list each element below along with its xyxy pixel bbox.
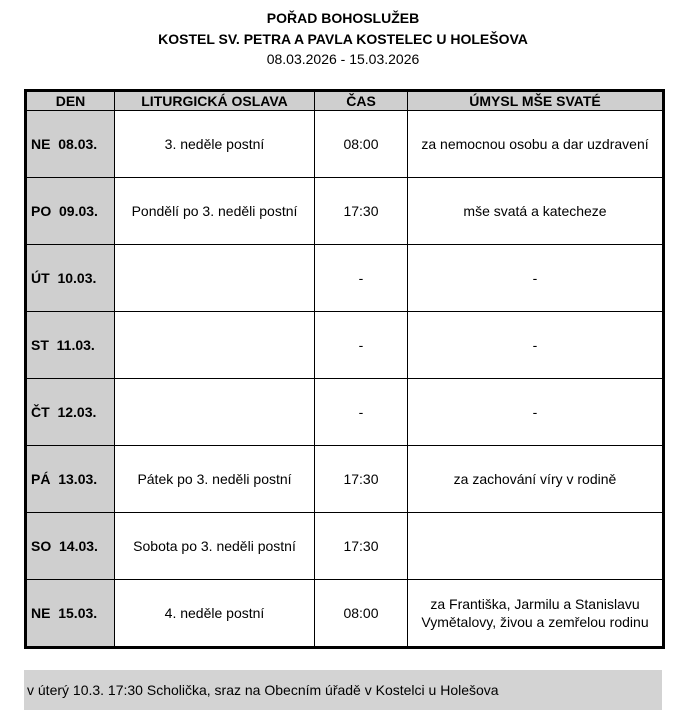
day-cell: ČT 12.03.: [25, 378, 115, 446]
celebration-cell: 4. neděle postní: [114, 579, 315, 648]
column-header-intention: ÚMYSL MŠE SVATÉ: [407, 90, 664, 111]
column-header-day: DEN: [25, 90, 115, 111]
footer-note: v úterý 10.3. 17:30 Scholička, sraz na O…: [24, 670, 662, 710]
intention-cell: za Františka, Jarmilu a Stanislavu Vymět…: [407, 579, 664, 648]
table-row: ÚT 10.03. - -: [25, 244, 664, 312]
time-cell: 17:30: [314, 177, 408, 245]
column-header-time: ČAS: [314, 90, 408, 111]
time-cell: 17:30: [314, 512, 408, 580]
celebration-cell: [114, 311, 315, 379]
time-cell: 17:30: [314, 445, 408, 513]
day-cell: ST 11.03.: [25, 311, 115, 379]
intention-cell: [407, 512, 664, 580]
celebration-cell: 3. neděle postní: [114, 110, 315, 178]
day-cell: ÚT 10.03.: [25, 244, 115, 312]
table-row: ČT 12.03. - -: [25, 378, 664, 446]
celebration-cell: Pondělí po 3. neděli postní: [114, 177, 315, 245]
table-row: PÁ 13.03. Pátek po 3. neděli postní 17:30 z…: [25, 445, 664, 513]
time-cell: -: [314, 244, 408, 312]
table-row: NE 15.03. 4. neděle postní 08:00 za Františ…: [25, 579, 664, 648]
celebration-cell: Sobota po 3. neděli postní: [114, 512, 315, 580]
table-header: DEN LITURGICKÁ OSLAVA ČAS ÚMYSL MŠE SVAT…: [25, 90, 664, 111]
intention-cell: -: [407, 244, 664, 312]
date-range: 08.03.2026 - 15.03.2026: [266, 51, 420, 67]
intention-cell: za nemocnou osobu a dar uzdravení: [407, 110, 664, 178]
column-header-celebration: LITURGICKÁ OSLAVA: [114, 90, 315, 111]
day-cell: NE 15.03.: [25, 579, 115, 648]
day-cell: PO 09.03.: [25, 177, 115, 245]
table-row: ST 11.03. - -: [25, 311, 664, 379]
time-cell: -: [314, 378, 408, 446]
time-cell: -: [314, 311, 408, 379]
church-name: KOSTEL SV. PETRA A PAVLA KOSTELEC U HOLE…: [158, 31, 528, 47]
day-cell: PÁ 13.03.: [25, 445, 115, 513]
table-row: SO 14.03. Sobota po 3. neděli postní 17:30: [25, 512, 664, 580]
celebration-cell: Pátek po 3. neděli postní: [114, 445, 315, 513]
table-row: PO 09.03. Pondělí po 3. neděli postní 17:3…: [25, 177, 664, 245]
table-row: NE 08.03. 3. neděle postní 08:00 za nemocno…: [25, 110, 664, 178]
schedule-table: DEN LITURGICKÁ OSLAVA ČAS ÚMYSL MŠE SVAT…: [24, 89, 665, 649]
intention-cell: -: [407, 378, 664, 446]
celebration-cell: [114, 378, 315, 446]
celebration-cell: [114, 244, 315, 312]
time-cell: 08:00: [314, 110, 408, 178]
intention-cell: za zachování víry v rodině: [407, 445, 664, 513]
time-cell: 08:00: [314, 579, 408, 648]
page-title: POŘAD BOHOSLUŽEB: [266, 10, 420, 26]
day-cell: NE 08.03.: [25, 110, 115, 178]
day-cell: SO 14.03.: [25, 512, 115, 580]
intention-cell: mše svatá a katecheze: [407, 177, 664, 245]
intention-cell: -: [407, 311, 664, 379]
